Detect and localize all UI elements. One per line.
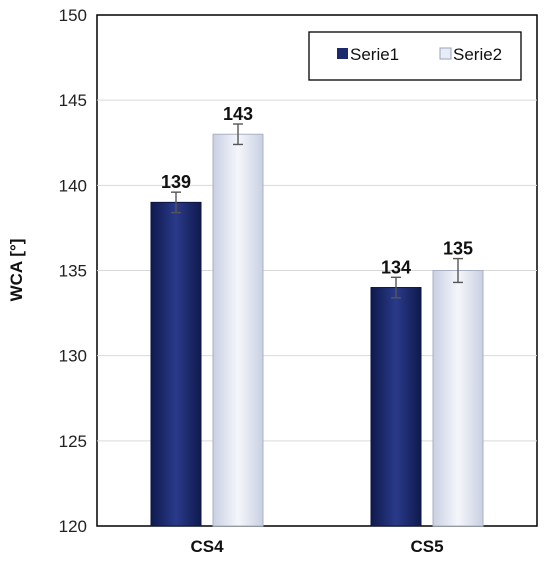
bar-serie2-cs4	[212, 133, 264, 527]
legend-label-serie1: Serie1	[350, 45, 399, 64]
legend-swatch-serie1	[337, 48, 348, 59]
data-label: 134	[381, 257, 411, 277]
x-category-label: CS5	[410, 537, 443, 556]
data-labels: 139 134 143 135	[161, 104, 473, 277]
y-tick-label: 145	[59, 91, 87, 110]
legend-label-serie2: Serie2	[453, 45, 502, 64]
data-label: 135	[443, 239, 473, 259]
y-tick-label: 125	[59, 432, 87, 451]
bar-serie1-cs4	[150, 201, 202, 527]
bars	[150, 133, 484, 527]
y-axis-label: WCA [°]	[7, 239, 26, 302]
legend-swatch-serie2	[439, 47, 452, 60]
y-tick-label: 150	[59, 6, 87, 25]
legend: Serie1 Serie2	[308, 31, 522, 81]
bar-serie2-cs5	[432, 270, 484, 527]
error-bars	[171, 123, 463, 299]
y-axis-ticks: 120 125 130 135 140 145 150	[59, 6, 87, 536]
y-tick-label: 130	[59, 347, 87, 366]
data-label: 139	[161, 172, 191, 192]
y-tick-label: 135	[59, 262, 87, 281]
x-axis-categories: CS4 CS5	[190, 537, 443, 556]
x-category-label: CS4	[190, 537, 224, 556]
data-label: 143	[223, 104, 253, 124]
y-tick-label: 140	[59, 176, 87, 195]
bar-serie1-cs5	[370, 287, 422, 527]
y-tick-label: 120	[59, 517, 87, 536]
